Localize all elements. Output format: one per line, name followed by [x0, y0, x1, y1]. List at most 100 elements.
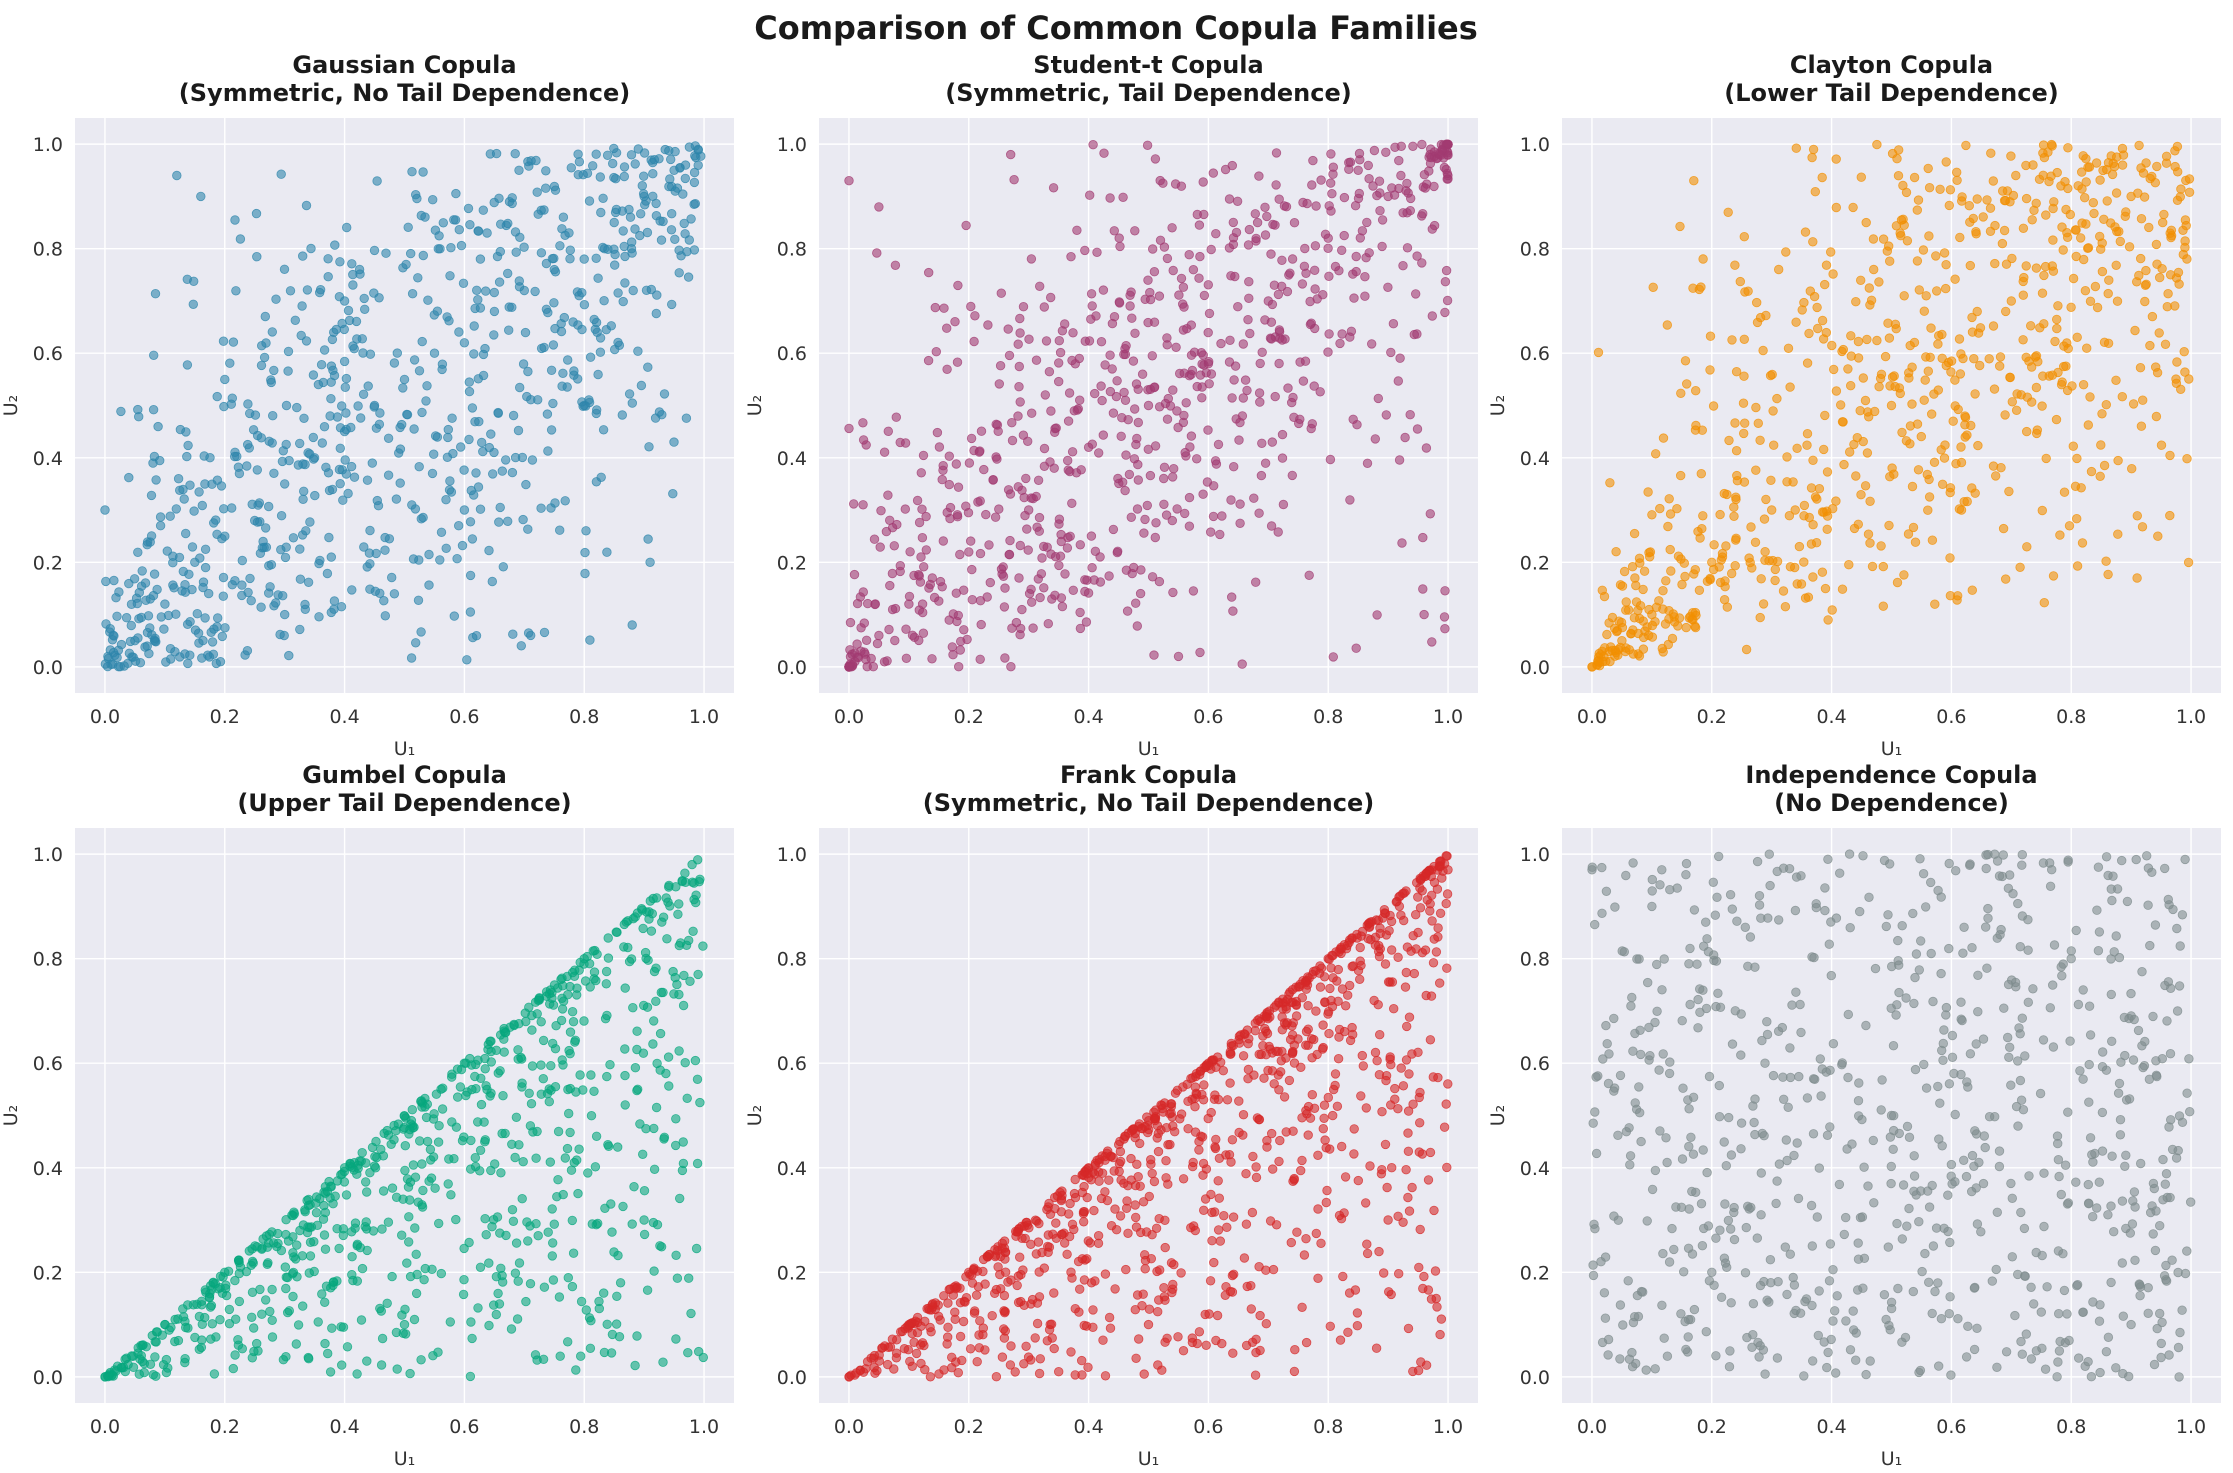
x-tick-label: 1.0	[2176, 1416, 2206, 1438]
scatter-point	[1067, 447, 1078, 457]
scatter-point	[1311, 1006, 1321, 1016]
scatter-point	[2053, 1308, 2064, 1319]
scatter-point	[649, 154, 660, 165]
scatter-point	[128, 1362, 139, 1373]
scatter-point	[2111, 931, 2121, 941]
scatter-point	[317, 1289, 327, 1299]
scatter-point	[2012, 389, 2022, 399]
scatter-point	[1627, 992, 1637, 1003]
scatter-point	[459, 1274, 469, 1285]
scatter-point	[1352, 1308, 1363, 1318]
scatter-point	[925, 579, 936, 590]
scatter-point	[1204, 308, 1215, 319]
scatter-point	[1181, 398, 1191, 408]
scatter-point	[1437, 144, 1447, 155]
scatter-point	[1950, 274, 1960, 284]
scatter-point	[608, 158, 618, 169]
scatter-point	[151, 1371, 161, 1381]
scatter-point	[335, 257, 345, 267]
scatter-point	[2011, 170, 2021, 181]
scatter-point	[993, 1262, 1003, 1272]
scatter-point	[950, 317, 960, 327]
scatter-point	[233, 1255, 244, 1265]
scatter-point	[1814, 1163, 1825, 1173]
scatter-point	[2095, 175, 2105, 185]
scatter-point	[1307, 1089, 1318, 1100]
scatter-point	[471, 468, 481, 478]
scatter-point	[891, 412, 902, 422]
scatter-point	[1350, 200, 1361, 211]
scatter-point	[518, 514, 528, 525]
scatter-point	[1246, 1280, 1256, 1291]
scatter-point	[1992, 1362, 2002, 1373]
scatter-point	[508, 1216, 519, 1227]
scatter-point	[1996, 463, 2006, 473]
scatter-point	[407, 289, 418, 299]
scatter-point	[1792, 443, 1802, 454]
scatter-point	[1973, 440, 1983, 451]
scatter-point	[2004, 1042, 2015, 1053]
scatter-point	[1062, 1249, 1072, 1260]
scatter-point	[2016, 1336, 2026, 1347]
scatter-point	[1357, 226, 1368, 236]
scatter-point	[499, 1047, 509, 1057]
scatter-point	[543, 1227, 553, 1237]
scatter-point	[907, 1361, 918, 1372]
scatter-point	[690, 1055, 701, 1066]
scatter-point	[621, 917, 632, 927]
scatter-point	[1959, 497, 1969, 507]
scatter-point	[691, 1243, 702, 1254]
scatter-point	[409, 424, 419, 434]
scatter-point	[280, 479, 290, 489]
scatter-point	[619, 162, 630, 172]
scatter-point	[1031, 1249, 1042, 1259]
scatter-point	[1168, 385, 1178, 395]
scatter-point	[1815, 1054, 1826, 1064]
scatter-point	[1383, 1215, 1393, 1225]
scatter-point	[1958, 353, 1968, 364]
scatter-point	[1362, 217, 1372, 228]
scatter-point	[932, 427, 943, 438]
scatter-point	[198, 582, 208, 593]
scatter-point	[937, 474, 947, 485]
scatter-point	[171, 504, 182, 514]
scatter-point	[1332, 976, 1342, 986]
scatter-point	[2140, 280, 2151, 291]
scatter-point	[2053, 301, 2063, 311]
scatter-point	[1971, 229, 1981, 239]
scatter-point	[844, 1372, 854, 1382]
scatter-point	[1213, 439, 1224, 450]
scatter-point	[315, 287, 325, 298]
scatter-point	[510, 1152, 520, 1163]
scatter-point	[1030, 1333, 1040, 1343]
scatter-point	[1845, 923, 1855, 933]
scatter-point	[224, 1304, 235, 1315]
scatter-point	[1255, 1345, 1265, 1356]
scatter-point	[516, 641, 527, 651]
scatter-point	[658, 1357, 668, 1367]
scatter-point	[1024, 334, 1034, 344]
scatter-point	[1943, 357, 1954, 368]
scatter-point	[2059, 487, 2070, 497]
scatter-point	[1766, 505, 1777, 515]
scatter-point	[669, 437, 679, 447]
scatter-point	[1225, 1286, 1236, 1297]
scatter-point	[1357, 1050, 1368, 1061]
scatter-point	[1244, 224, 1255, 235]
scatter-point	[606, 1199, 616, 1209]
scatter-point	[405, 1271, 416, 1282]
x-tick-label: 0.6	[449, 706, 479, 728]
scatter-point	[1419, 169, 1430, 180]
scatter-point	[216, 481, 227, 491]
scatter-point	[1657, 865, 1667, 875]
scatter-point	[1328, 652, 1339, 662]
scatter-point	[1133, 417, 1144, 428]
scatter-point	[2073, 999, 2084, 1010]
scatter-point	[588, 161, 598, 171]
x-tick-label: 0.0	[1577, 706, 1607, 728]
scatter-point	[693, 969, 703, 980]
scatter-point	[1059, 1228, 1069, 1238]
scatter-point	[2002, 1032, 2013, 1043]
scatter-point	[1285, 1034, 1296, 1045]
scatter-point	[1353, 1175, 1364, 1186]
